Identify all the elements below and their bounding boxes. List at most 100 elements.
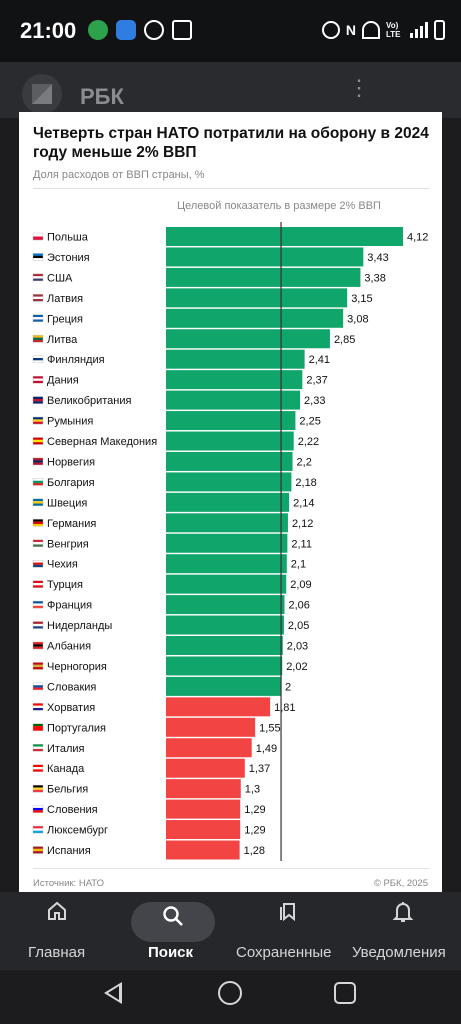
- flag-icon: [32, 314, 44, 323]
- bar: [166, 431, 294, 451]
- data-label: 3,38: [364, 272, 385, 284]
- bar: [166, 247, 364, 267]
- rbc-logo[interactable]: [22, 74, 62, 114]
- category-label: Венгрия: [47, 538, 89, 550]
- data-label: 1,81: [274, 702, 295, 714]
- flag-icon: [32, 253, 44, 261]
- app-notification-icon: [116, 20, 136, 40]
- category-label: Бельгия: [47, 784, 88, 796]
- nav-notifications[interactable]: Уведомления: [345, 892, 461, 970]
- bar: [166, 738, 252, 758]
- gmail-icon: [172, 20, 192, 40]
- data-label: 2,2: [297, 456, 312, 468]
- app-title: РБК: [80, 84, 124, 109]
- home-icon: [46, 900, 68, 928]
- data-label: 2,1: [291, 559, 306, 571]
- bar: [166, 267, 361, 287]
- bar: [166, 472, 292, 492]
- flag-icon: [32, 294, 44, 302]
- bar: [166, 411, 296, 431]
- alarm-icon: [321, 21, 340, 39]
- nav-home-label: Главная: [28, 944, 86, 961]
- bar: [166, 533, 288, 553]
- category-label: Германия: [47, 518, 96, 530]
- category-label: Литва: [47, 334, 78, 346]
- category-label: Франция: [47, 600, 92, 612]
- source-note: Источник: НАТО: [33, 878, 105, 889]
- copyright-note: © РБК, 2025: [373, 878, 428, 889]
- flag-icon: [32, 703, 44, 711]
- status-time: 21:00: [20, 18, 77, 43]
- bookmark-icon: [277, 900, 299, 928]
- flag-icon: [32, 621, 44, 629]
- category-label: Греция: [47, 313, 83, 325]
- category-label: Чехия: [47, 559, 78, 571]
- category-label: Болгария: [47, 477, 95, 489]
- bar: [166, 615, 284, 635]
- flag-icon: [32, 805, 44, 813]
- category-label: Люксембург: [47, 825, 108, 837]
- category-label: Швеция: [47, 497, 87, 509]
- flag-icon: [32, 396, 44, 404]
- category-label: Великобритания: [47, 395, 132, 407]
- flag-icon: [32, 560, 44, 568]
- data-label: 1,55: [259, 722, 280, 734]
- data-label: 2,05: [288, 620, 309, 632]
- flag-icon: [32, 457, 44, 466]
- bar: [166, 595, 285, 615]
- flag-icon: [32, 662, 44, 670]
- flag-icon: [32, 437, 44, 445]
- flag-icon: [32, 273, 44, 282]
- category-label: США: [47, 272, 73, 284]
- more-menu-icon[interactable]: ⋮: [348, 75, 370, 100]
- flag-icon: [32, 784, 44, 793]
- flag-icon: [32, 641, 44, 650]
- flag-icon: [32, 682, 44, 691]
- source-divider: [33, 868, 429, 869]
- bar: [166, 492, 290, 512]
- category-label: Польша: [47, 232, 89, 244]
- chart-subtitle: Доля расходов от ВВП страны, %: [33, 169, 205, 181]
- bar: [166, 820, 241, 840]
- category-label: Черногория: [47, 661, 107, 673]
- data-label: 2,02: [286, 661, 307, 673]
- data-label: 1,49: [256, 743, 277, 755]
- data-label: 2: [285, 681, 291, 693]
- flag-icon: [32, 744, 44, 752]
- nav-home[interactable]: Главная: [0, 892, 115, 970]
- nav-saved[interactable]: Сохраненные: [230, 892, 345, 970]
- data-label: 2,37: [306, 375, 327, 387]
- data-label: 1,37: [249, 763, 270, 775]
- bar: [166, 329, 330, 349]
- home-circle-icon[interactable]: [218, 981, 242, 1005]
- reference-line-label: Целевой показатель в размере 2% ВВП: [177, 200, 381, 212]
- data-label: 2,03: [287, 641, 308, 653]
- nav-search[interactable]: Поиск: [115, 892, 230, 970]
- data-label: 1,29: [244, 804, 265, 816]
- bar: [166, 390, 301, 410]
- data-label: 3,08: [347, 313, 368, 325]
- bar: [166, 656, 283, 676]
- category-label: Португалия: [47, 722, 106, 734]
- volte-label: Vo) LTE: [386, 21, 401, 39]
- battery-icon: [434, 20, 445, 40]
- data-label: 2,33: [304, 395, 325, 407]
- chart-title: Четверть стран НАТО потратили на оборону…: [33, 125, 429, 161]
- category-label: Словения: [47, 804, 98, 816]
- category-label: Нидерланды: [47, 620, 112, 632]
- flag-icon: [32, 825, 44, 834]
- flag-icon: [32, 580, 44, 588]
- category-label: Эстония: [47, 252, 90, 264]
- recent-apps-icon[interactable]: [334, 982, 356, 1004]
- bar: [166, 779, 241, 799]
- category-label: Хорватия: [47, 702, 95, 714]
- bar: [166, 636, 283, 655]
- back-icon[interactable]: [104, 982, 122, 1004]
- flag-icon: [32, 478, 44, 486]
- flag-icon: [32, 519, 44, 527]
- bar: [166, 574, 287, 594]
- wifi-icon: [362, 21, 380, 39]
- bar: [166, 717, 256, 737]
- data-label: 2,06: [289, 600, 310, 612]
- flag-icon: [32, 498, 44, 507]
